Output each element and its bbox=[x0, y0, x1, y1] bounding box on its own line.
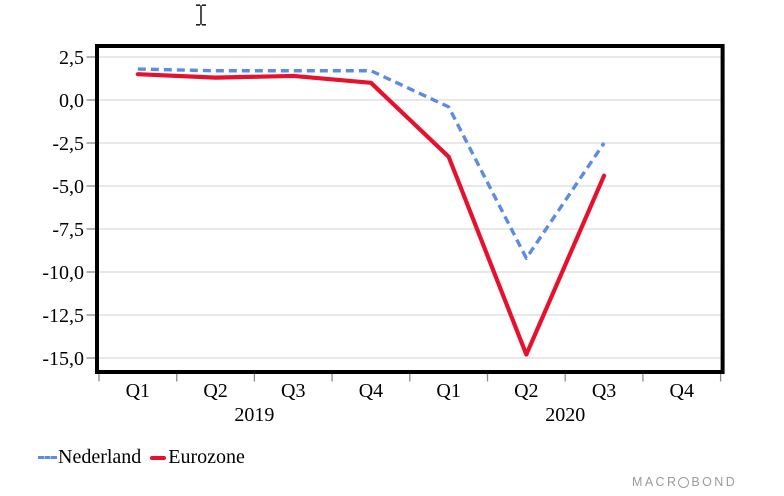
x-tick-label: Q3 bbox=[592, 380, 616, 402]
legend-item-nederland[interactable]: Nederland bbox=[38, 446, 141, 469]
x-tick-label: Q4 bbox=[359, 380, 383, 402]
series-line-eurozone bbox=[135, 72, 607, 357]
text-cursor-icon bbox=[196, 4, 206, 26]
y-tick-label: -15,0 bbox=[42, 348, 84, 370]
macrobond-logo-text-left: MACR bbox=[632, 475, 679, 489]
year-label: 2019 bbox=[234, 404, 274, 426]
x-tick-label: Q2 bbox=[514, 380, 538, 402]
macrobond-logo: MACR BOND bbox=[632, 475, 737, 489]
y-tick-label: -10,0 bbox=[42, 262, 84, 284]
legend-label-nederland: Nederland bbox=[58, 446, 142, 468]
macrobond-o-icon bbox=[678, 476, 690, 488]
series-line-nederland bbox=[137, 67, 606, 260]
x-tick-label: Q1 bbox=[436, 380, 460, 402]
year-label: 2020 bbox=[545, 404, 585, 426]
y-tick-label: 2,5 bbox=[59, 47, 84, 69]
x-tick-label: Q3 bbox=[281, 380, 305, 402]
chart-legend: Nederland Eurozone bbox=[38, 446, 245, 469]
y-tick-label: 0,0 bbox=[59, 90, 84, 112]
y-tick-label: -5,0 bbox=[52, 176, 84, 198]
nederland-dashed-line-icon bbox=[38, 456, 57, 459]
x-tick-label: Q2 bbox=[203, 380, 227, 402]
y-tick-label: -7,5 bbox=[52, 219, 84, 241]
legend-label-eurozone: Eurozone bbox=[168, 446, 245, 468]
x-tick-label: Q1 bbox=[126, 380, 150, 402]
legend-item-eurozone[interactable]: Eurozone bbox=[150, 446, 245, 469]
eurozone-solid-line-icon bbox=[150, 455, 167, 460]
x-tick-label: Q4 bbox=[670, 380, 694, 402]
y-tick-label: -12,5 bbox=[42, 305, 84, 327]
macrobond-logo-text-right: BOND bbox=[691, 475, 738, 489]
plot-border bbox=[95, 44, 725, 374]
y-tick-label: -2,5 bbox=[52, 133, 84, 155]
